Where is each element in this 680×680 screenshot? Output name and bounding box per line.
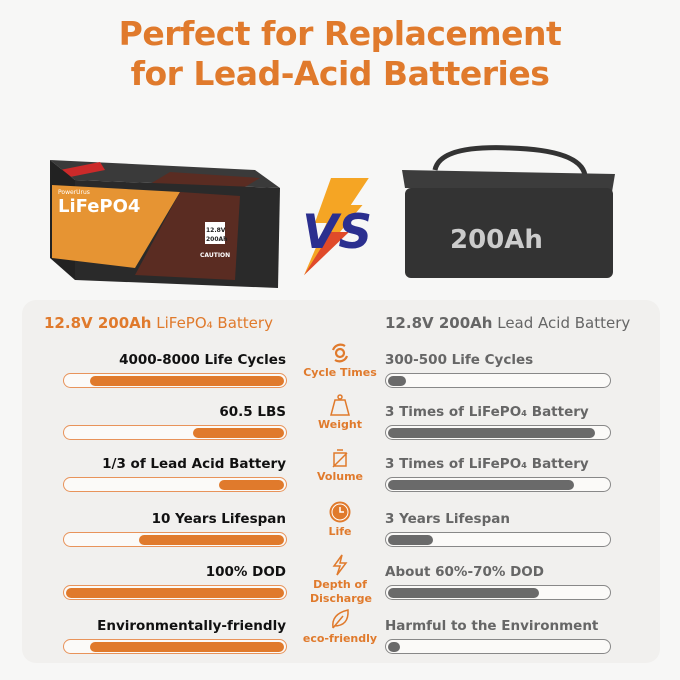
lifepo4-bar (63, 532, 287, 547)
metric: eco-friendly (300, 608, 380, 646)
svg-text:12.8V: 12.8V (206, 227, 226, 234)
svg-text:PowerUrus: PowerUrus (58, 189, 90, 196)
metric: Weight (300, 394, 380, 432)
lead-acid-bar (385, 639, 611, 654)
lead-acid-bar (385, 477, 611, 492)
lead-acid-bar-fill (388, 534, 434, 545)
svg-text:200Ah: 200Ah (206, 236, 227, 243)
lead-acid-bar (385, 373, 611, 388)
lifepo4-bar-fill (139, 534, 284, 545)
lifepo4-bar (63, 425, 287, 440)
lead-acid-value: 3 Times of LiFePO₄ Battery (385, 456, 589, 472)
lifepo4-value: 1/3 of Lead Acid Battery (102, 456, 286, 472)
lead-acid-bar-fill (388, 641, 400, 652)
volume-icon (332, 449, 348, 468)
svg-text:CAUTION: CAUTION (200, 252, 230, 259)
metric-label: Weight (318, 418, 362, 431)
svg-text:VS: VS (302, 206, 372, 260)
metric-label: eco-friendly (302, 632, 378, 645)
weight-icon (330, 394, 350, 416)
lead-acid-value: About 60%-70% DOD (385, 564, 544, 580)
lifepo4-value: Environmentally-friendly (97, 618, 286, 634)
comparison-row: Environmentally-friendly eco-friendly Ha… (0, 609, 680, 671)
lead-acid-value: 3 Years Lifespan (385, 511, 510, 527)
lead-acid-battery-image: 200Ah (402, 145, 615, 278)
comparison-row: 60.5 LBS Weight 3 Times of LiFePO₄ Batte… (0, 394, 680, 457)
lead-acid-bar (385, 585, 611, 600)
lead-acid-bar (385, 532, 611, 547)
lifepo4-bar-fill (219, 479, 284, 490)
svg-text:LiFePO4: LiFePO4 (58, 196, 140, 217)
leaf-icon (332, 609, 349, 629)
lifepo4-bar-fill (192, 427, 284, 438)
lifepo4-bar (63, 477, 287, 492)
metric: Life (300, 501, 380, 539)
lead-acid-value: 300-500 Life Cycles (385, 352, 534, 368)
metric: Cycle Times (300, 342, 380, 380)
comparison-row: 100% DOD Depth of Discharge About 60%-70… (0, 554, 680, 617)
metric: Volume (300, 446, 380, 484)
lifepo4-value: 100% DOD (205, 564, 286, 580)
lifepo4-bar (63, 585, 287, 600)
lifepo4-bar-fill (90, 641, 284, 652)
comparison-row: 10 Years Lifespan Life 3 Years Lifespan (0, 501, 680, 564)
metric-label: Volume (317, 470, 363, 483)
lead-acid-bar-fill (388, 587, 539, 598)
lead-acid-value: 3 Times of LiFePO₄ Battery (385, 404, 589, 420)
lead-acid-value: Harmful to the Environment (385, 618, 599, 634)
clock-icon (329, 501, 351, 523)
vs-logo: VS (302, 178, 372, 276)
comparison-row: 1/3 of Lead Acid Battery Volume 3 Times … (0, 449, 680, 509)
lead-acid-bar-fill (388, 427, 595, 438)
metric-label: Cycle Times (303, 366, 377, 379)
comparison-row: 4000-8000 Life Cycles Cycle Times 300-50… (0, 343, 680, 405)
lifepo4-bar (63, 373, 287, 388)
metric-label: Depth of Discharge (310, 578, 372, 605)
lifepo4-bar-fill (66, 587, 284, 598)
lead-acid-bar-fill (388, 479, 575, 490)
lifepo4-value: 10 Years Lifespan (151, 511, 286, 527)
lifepo4-battery-image: LiFePO4 PowerUrus 12.8V 200Ah CAUTION (50, 160, 280, 288)
lifepo4-value: 4000-8000 Life Cycles (119, 352, 286, 368)
metric: Depth of Discharge (300, 554, 380, 606)
lifepo4-bar-fill (90, 375, 284, 386)
page-title: Perfect for Replacement for Lead-Acid Ba… (118, 14, 562, 93)
svg-text:200Ah: 200Ah (450, 225, 543, 255)
lifepo4-value: 60.5 LBS (219, 404, 286, 420)
lead-acid-header: 12.8V 200Ah Lead Acid Battery (385, 314, 631, 332)
lifepo4-header: 12.8V 200Ah LiFePO₄ Battery (44, 314, 273, 332)
cycle-icon (331, 343, 349, 363)
lightning-icon (332, 554, 348, 576)
lifepo4-bar (63, 639, 287, 654)
metric-label: Life (328, 525, 352, 538)
lead-acid-bar (385, 425, 611, 440)
lead-acid-bar-fill (388, 375, 407, 386)
